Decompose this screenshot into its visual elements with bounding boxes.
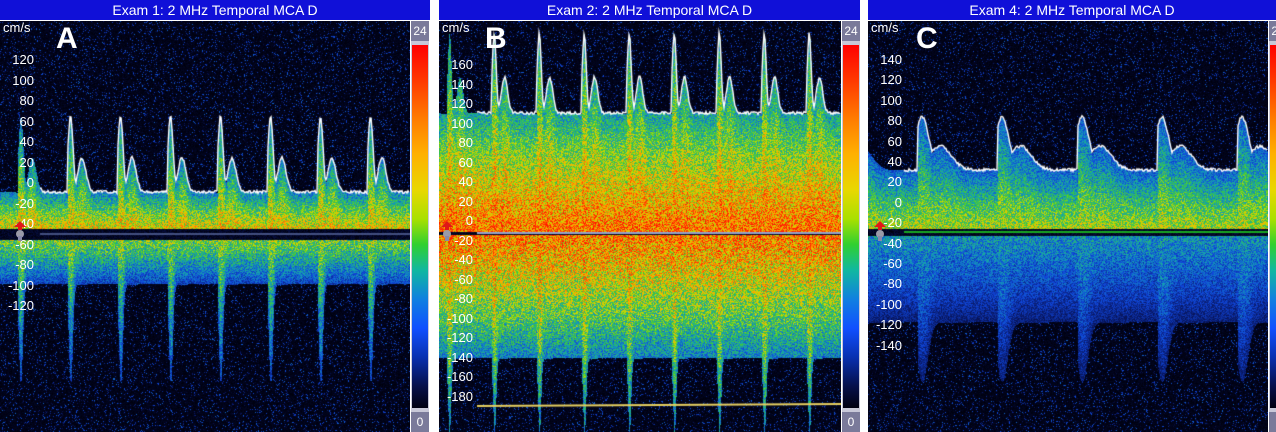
panel-title: Exam 1: 2 MHz Temporal MCA D (0, 0, 430, 20)
colorbar-min: 0 (411, 412, 429, 432)
spectrogram-canvas (439, 21, 841, 432)
panel-b: Exam 2: 2 MHz Temporal MCA D 160 140 120 10… (439, 0, 860, 432)
velocity-tick-label: 140 (880, 52, 902, 67)
velocity-tick-label: -100 (7, 277, 34, 293)
velocity-tick-label: 80 (887, 113, 902, 129)
velocity-tick-label: 80 (458, 135, 473, 150)
velocity-tick-label: -120 (7, 298, 34, 313)
velocity-tick-label: -60 (883, 256, 902, 271)
colorbar-gradient (843, 45, 859, 408)
velocity-tick-label: 60 (458, 154, 473, 170)
velocity-tick-label: 120 (880, 72, 902, 88)
velocity-tick-label: 100 (451, 115, 473, 131)
velocity-tick-label: -80 (883, 276, 902, 292)
power-colorbar: 24 0 (842, 21, 860, 432)
velocity-tick-label: -40 (454, 252, 473, 267)
panel-title: Exam 2: 2 MHz Temporal MCA D (439, 0, 860, 20)
velocity-unit-label: cm/s (442, 21, 470, 35)
velocity-tick-label: 100 (12, 72, 34, 88)
velocity-tick-label: 20 (19, 154, 34, 170)
colorbar-gradient (412, 45, 428, 408)
baseline-marker-icon[interactable] (13, 221, 27, 241)
velocity-tick-label: 0 (465, 213, 473, 228)
velocity-tick-label: -80 (15, 257, 34, 272)
velocity-tick-label: -120 (875, 317, 902, 333)
panel-title: Exam 4: 2 MHz Temporal MCA D (868, 0, 1276, 20)
velocity-tick-label: 40 (458, 174, 473, 189)
panel-letter: A (56, 22, 78, 55)
velocity-tick-label: 60 (887, 133, 902, 149)
velocity-tick-label: -140 (446, 349, 473, 365)
velocity-tick-label: 20 (887, 174, 902, 190)
velocity-tick-label: 60 (19, 113, 34, 129)
colorbar-max: 24 (1269, 21, 1276, 41)
velocity-tick-label: -60 (454, 271, 473, 287)
power-colorbar: 24 (1269, 21, 1276, 432)
doppler-spectrogram: 120 100 80 60 40 20 0 -20 -40 -60 -80 -100 -120 cm/s… (0, 21, 410, 432)
velocity-tick-label: -40 (883, 235, 902, 251)
panel-c: Exam 4: 2 MHz Temporal MCA D 140 120 100 80… (868, 0, 1276, 432)
velocity-tick-label: 120 (12, 52, 34, 67)
colorbar-max: 24 (411, 21, 429, 41)
velocity-tick-label: -80 (454, 291, 473, 306)
velocity-tick-label: 0 (894, 194, 902, 210)
velocity-tick-label: -20 (15, 195, 34, 211)
spectrogram-canvas (868, 21, 1268, 432)
baseline-marker-icon[interactable] (440, 221, 454, 241)
colorbar-min (1269, 412, 1276, 432)
colorbar-max: 24 (842, 21, 860, 41)
velocity-unit-label: cm/s (871, 21, 899, 35)
doppler-spectrogram: 140 120 100 80 60 40 20 0 -20 -40 -60 -80 -100 -120 -1… (868, 21, 1268, 432)
velocity-unit-label: cm/s (3, 21, 31, 35)
velocity-tick-label: -20 (454, 232, 473, 248)
power-colorbar: 24 0 (411, 21, 429, 432)
doppler-spectrogram: 160 140 120 100 80 60 40 20 0 -20 -40 -60 -80 -100 -12… (439, 21, 841, 432)
velocity-tick-label: 0 (26, 175, 34, 190)
baseline-marker-icon[interactable] (873, 221, 887, 241)
velocity-tick-label: -140 (875, 337, 902, 353)
velocity-tick-label: 40 (887, 154, 902, 169)
spectrogram-canvas (0, 21, 410, 432)
colorbar-gradient (1270, 45, 1276, 408)
panel-letter: C (916, 22, 938, 55)
velocity-tick-label: -20 (883, 215, 902, 231)
velocity-tick-label: 120 (451, 96, 473, 111)
velocity-tick-label: 160 (451, 57, 473, 72)
velocity-tick-label: 20 (458, 193, 473, 209)
panel-letter: B (485, 22, 507, 55)
velocity-tick-label: -100 (875, 296, 902, 312)
velocity-tick-label: 140 (451, 76, 473, 92)
panel-a: Exam 1: 2 MHz Temporal MCA D 120 100 80 60 4… (0, 0, 430, 432)
velocity-tick-label: -160 (446, 369, 473, 384)
velocity-tick-label: -180 (446, 388, 473, 404)
velocity-tick-label: 40 (19, 134, 34, 149)
velocity-tick-label: -100 (446, 310, 473, 326)
velocity-tick-label: 80 (19, 93, 34, 108)
velocity-tick-label: -120 (446, 330, 473, 345)
colorbar-min: 0 (842, 412, 860, 432)
velocity-tick-label: 100 (880, 92, 902, 108)
